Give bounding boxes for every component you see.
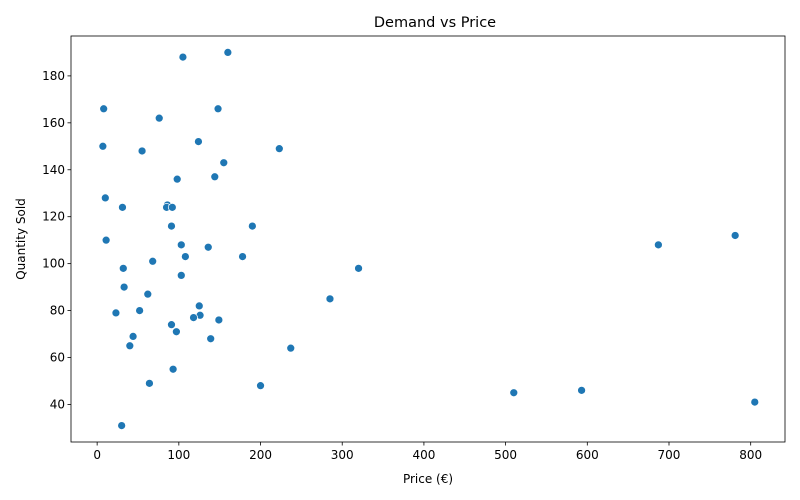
data-point — [274, 144, 284, 154]
data-points — [98, 48, 760, 430]
data-point — [256, 381, 265, 391]
data-point — [167, 221, 176, 231]
data-point — [99, 104, 109, 114]
x-tick-label: 500 — [494, 448, 517, 462]
data-point — [143, 289, 153, 299]
data-point — [219, 158, 229, 168]
data-point — [168, 364, 178, 374]
data-point — [167, 202, 177, 212]
data-point — [117, 421, 127, 430]
y-tick-label: 60 — [50, 351, 65, 365]
y-tick-label: 180 — [42, 69, 65, 83]
data-point — [180, 252, 190, 261]
chart-title: Demand vs Price — [374, 15, 496, 31]
data-point — [118, 263, 128, 273]
x-tick-label: 300 — [331, 448, 354, 462]
x-tick-label: 100 — [167, 448, 190, 462]
data-point — [118, 202, 127, 212]
data-point — [325, 294, 335, 304]
data-point — [125, 341, 135, 351]
data-point — [100, 193, 110, 203]
data-point — [135, 306, 144, 315]
x-tick-label: 0 — [93, 448, 101, 462]
data-point — [154, 113, 164, 123]
data-point — [119, 282, 129, 292]
x-tick-label: 600 — [576, 448, 599, 462]
y-tick-label: 160 — [42, 116, 65, 130]
data-point — [750, 397, 760, 407]
data-point — [128, 332, 138, 341]
data-point — [145, 378, 154, 388]
data-point — [178, 52, 188, 62]
data-point — [286, 343, 296, 353]
x-axis: 0 100 200 300 400 500 600 700 800 — [93, 442, 762, 462]
data-point — [577, 385, 586, 395]
y-tick-label: 40 — [50, 397, 65, 411]
data-point — [509, 388, 519, 398]
y-tick-label: 80 — [50, 304, 65, 318]
plot-frame — [70, 35, 786, 443]
data-point — [210, 172, 220, 182]
x-tick-label: 400 — [412, 448, 435, 462]
data-point — [223, 48, 233, 57]
data-point — [148, 256, 158, 266]
data-point — [111, 308, 121, 318]
y-axis: 40 60 80 100 120 140 160 180 — [42, 69, 71, 411]
data-point — [214, 315, 224, 325]
data-point — [654, 240, 663, 250]
data-point — [730, 231, 740, 240]
data-point — [101, 235, 111, 245]
x-tick-label: 800 — [739, 448, 762, 462]
data-point — [172, 174, 182, 184]
plot-area: 0 100 200 300 400 500 600 700 800 40 60 80 100 120 14… — [42, 35, 786, 462]
x-tick-label: 700 — [658, 448, 681, 462]
y-tick-label: 140 — [42, 163, 65, 177]
data-point — [238, 252, 247, 261]
data-point — [194, 301, 204, 311]
data-point — [167, 320, 176, 330]
data-point — [213, 104, 223, 114]
y-tick-label: 120 — [42, 210, 65, 224]
y-axis-label: Quantity Sold — [14, 198, 28, 280]
data-point — [176, 271, 186, 280]
y-tick-label: 100 — [42, 257, 65, 271]
data-point — [194, 137, 203, 146]
data-point — [137, 146, 147, 156]
data-point — [354, 263, 363, 273]
data-point — [176, 240, 186, 250]
data-point — [247, 221, 257, 231]
data-point — [203, 242, 213, 252]
x-axis-label: Price (€) — [403, 472, 453, 486]
data-point — [206, 334, 216, 344]
data-point — [189, 313, 198, 322]
data-point — [172, 327, 181, 337]
x-tick-label: 200 — [249, 448, 272, 462]
data-point — [98, 141, 108, 151]
